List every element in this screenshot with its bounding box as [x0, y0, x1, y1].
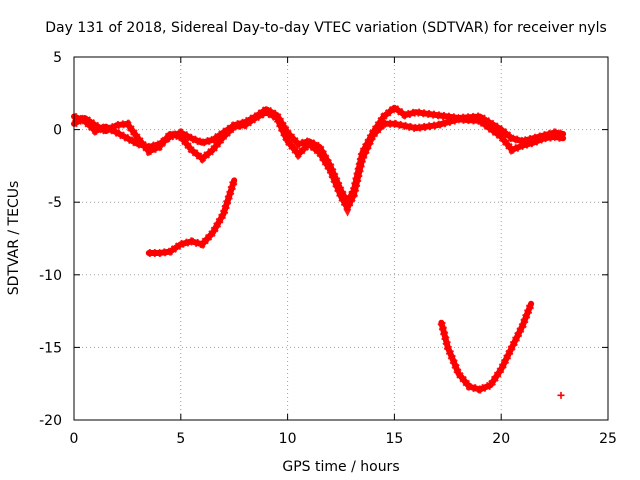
chart-title: Day 131 of 2018, Sidereal Day-to-day VTE… — [45, 20, 607, 36]
y-tick-label: -20 — [39, 413, 62, 429]
data-point — [557, 391, 565, 399]
plot-frame — [73, 56, 609, 421]
x-tick-labels: 0 5 10 15 20 25 — [70, 431, 617, 447]
series-line — [438, 300, 535, 393]
x-tick-label: 5 — [176, 431, 185, 447]
series-isolated-point — [557, 391, 565, 399]
series-line-markers — [72, 107, 564, 217]
data-series — [71, 102, 567, 399]
series-track-d — [437, 300, 535, 394]
y-axis-label: SDTVAR / TECUs — [6, 181, 22, 296]
x-tick-label: 15 — [385, 431, 403, 447]
x-axis-label: GPS time / hours — [282, 459, 399, 475]
series-track-b — [71, 102, 567, 211]
x-tick-label: 10 — [279, 431, 297, 447]
y-tick-label: -10 — [39, 268, 62, 284]
tick-marks — [73, 56, 609, 421]
y-tick-label: 5 — [53, 50, 62, 66]
gridlines — [74, 57, 608, 420]
y-tick-label: 0 — [53, 123, 62, 139]
x-tick-label: 0 — [70, 431, 79, 447]
y-tick-labels: 5 0 -5 -10 -15 -20 — [39, 50, 62, 429]
x-tick-label: 25 — [599, 431, 617, 447]
series-line-markers — [148, 179, 239, 257]
series-track-c — [145, 177, 239, 257]
y-tick-label: -5 — [48, 195, 62, 211]
y-tick-label: -15 — [39, 340, 62, 356]
x-tick-label: 20 — [492, 431, 510, 447]
series-line-markers — [72, 102, 564, 211]
series-track-a — [71, 107, 567, 217]
